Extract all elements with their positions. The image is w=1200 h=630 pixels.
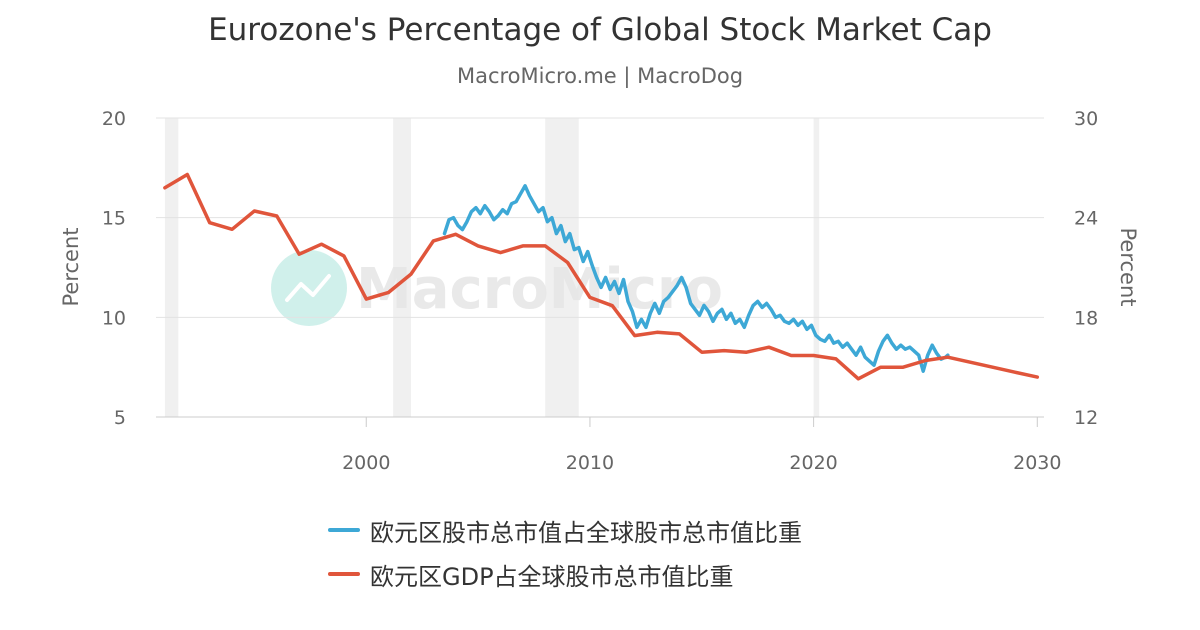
- y-right-tick-label: 12: [1074, 407, 1098, 429]
- x-axis: 2000 2010 2020 2030: [342, 417, 1061, 474]
- y-axis-right-label: Percent: [1116, 227, 1140, 306]
- recession-bands: [164, 118, 820, 417]
- y-right-tick-label: 30: [1074, 108, 1098, 130]
- watermark-text: MacroMicro: [356, 257, 723, 322]
- x-tick-label: 2030: [1013, 452, 1061, 474]
- x-tick-label: 2020: [789, 452, 837, 474]
- series-lines: [163, 172, 1040, 381]
- watermark: MacroMicro: [271, 250, 723, 326]
- watermark-logo-icon: [271, 250, 347, 326]
- legend-swatch-red: [328, 572, 360, 576]
- recession-band: [393, 118, 411, 417]
- y-left-tick-label: 5: [114, 407, 126, 429]
- legend-swatch-blue: [328, 528, 360, 532]
- grid-lines: [156, 117, 1044, 418]
- y-axis-right: 12 18 24 30: [1074, 108, 1098, 429]
- y-left-tick-label: 20: [102, 108, 126, 130]
- chart-title: Eurozone's Percentage of Global Stock Ma…: [208, 12, 992, 48]
- y-right-tick-label: 18: [1074, 307, 1098, 329]
- series-line-red: [163, 172, 1040, 381]
- chart-subtitle: MacroMicro.me | MacroDog: [456, 64, 744, 88]
- legend-item-blue[interactable]: 欧元区股市总市值占全球股市总市值比重: [328, 508, 802, 552]
- recession-band: [164, 118, 179, 417]
- series-line-blue: [442, 184, 950, 373]
- legend-label-red: 欧元区GDP占全球股市总市值比重: [370, 562, 734, 591]
- y-right-tick-label: 24: [1074, 208, 1098, 230]
- y-axis-left: 5 10 15 20: [102, 108, 126, 429]
- y-left-tick-label: 10: [102, 307, 126, 329]
- y-left-tick-label: 15: [102, 208, 126, 230]
- legend-item-red[interactable]: 欧元区GDP占全球股市总市值比重: [328, 552, 802, 596]
- x-tick-label: 2010: [566, 452, 614, 474]
- legend-label-blue: 欧元区股市总市值占全球股市总市值比重: [370, 518, 802, 547]
- legend: 欧元区股市总市值占全球股市总市值比重 欧元区GDP占全球股市总市值比重: [328, 508, 802, 596]
- recession-band: [545, 118, 579, 417]
- watermark-chart-glyph: [285, 274, 331, 302]
- y-axis-left-label: Percent: [59, 227, 83, 306]
- recession-band: [813, 118, 820, 417]
- x-tick-label: 2000: [342, 452, 390, 474]
